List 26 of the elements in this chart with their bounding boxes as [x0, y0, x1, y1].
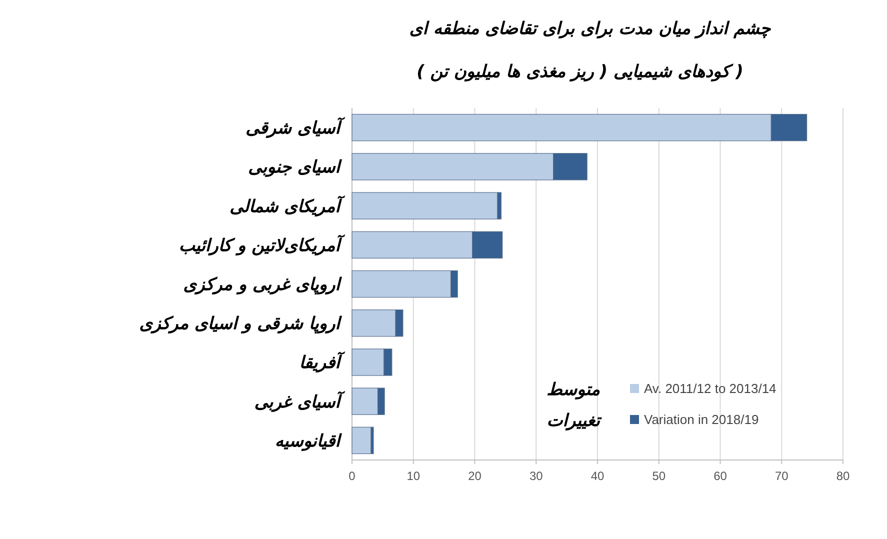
legend-label: Variation in 2018/19: [644, 412, 759, 427]
x-tick-label: 20: [468, 469, 482, 483]
annotation: متوسط: [546, 380, 601, 400]
bar: [352, 192, 498, 220]
x-tick-label: 30: [529, 469, 544, 483]
annotation: تغییرات: [546, 411, 602, 431]
y-tick-label: اروپای غربی و مرکزی: [183, 275, 342, 295]
x-tick-label: 10: [406, 469, 420, 483]
y-tick-label: آمریکای‌لاتین و کارائیب: [178, 234, 346, 256]
y-tick-label: آسیای غربی: [254, 390, 346, 412]
x-tick-label: 50: [652, 469, 666, 483]
legend-label: Av. 2011/12 to 2013/14: [644, 381, 776, 396]
y-tick-label: آسیای شرقی: [246, 116, 346, 139]
bar: [352, 426, 372, 454]
x-tick-label: 60: [714, 469, 728, 483]
y-tick-label: آمریکای شمالی: [230, 194, 346, 217]
x-tick-label: 0: [348, 469, 356, 483]
x-tick-label: 70: [774, 469, 789, 483]
chart-subtitle: ( کودهای شیمیایی ( ریز مغذی ها میلیون تن ): [416, 62, 744, 82]
x-tick-label: 80: [836, 469, 850, 483]
y-tick-label: اقیانوسیه: [274, 431, 342, 452]
y-tick-label: اروپا شرقی و اسیای مرکزی: [139, 314, 342, 334]
y-tick-label: اسیای جنوبی: [248, 158, 342, 178]
y-tick-label: آفریقا: [299, 351, 346, 374]
chart-title: چشم انداز میان مدت برای برای تقاضای منطقه ای: [409, 19, 772, 39]
x-tick-label: 40: [590, 469, 604, 483]
